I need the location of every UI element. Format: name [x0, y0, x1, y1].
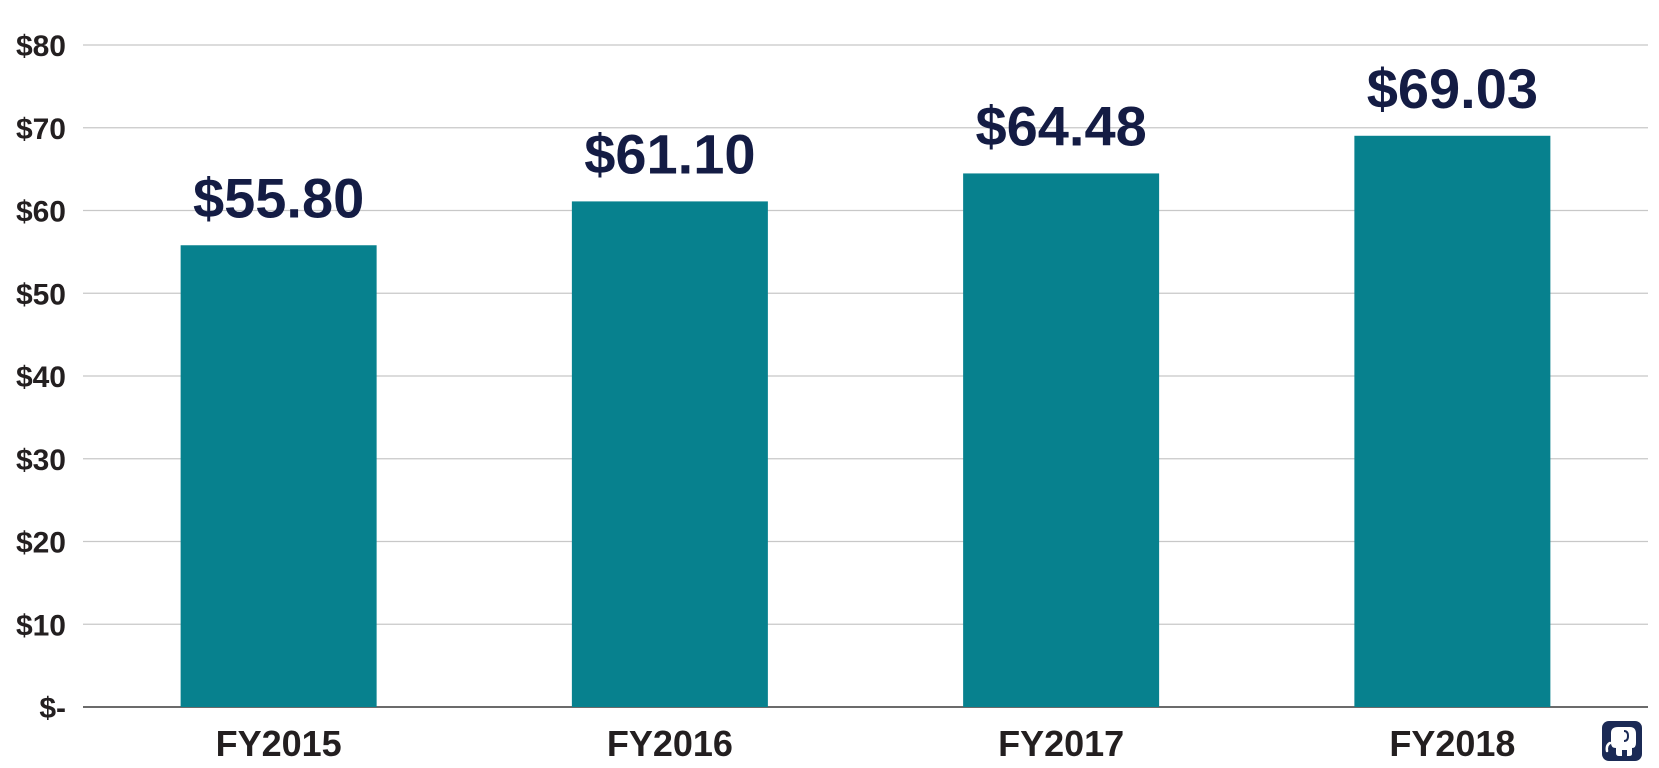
- y-tick-label: $80: [16, 30, 66, 63]
- data-label-FY2016: $61.10: [584, 122, 755, 185]
- labels-layer: $- $10 $20 $30 $40 $50 $60 $70 $80 $55.80 FY2015 $6…: [16, 30, 1538, 764]
- y-tick-label: $70: [16, 113, 66, 146]
- bar-FY2018: [1354, 135, 1551, 708]
- bars-layer: [180, 135, 1551, 708]
- elephant-logo-icon: [1602, 721, 1642, 761]
- y-tick-label: $10: [16, 609, 66, 642]
- x-tick-label-FY2016: FY2016: [607, 723, 733, 764]
- data-label-FY2015: $55.80: [193, 166, 364, 229]
- y-tick-label: $40: [16, 361, 66, 394]
- x-tick-label-FY2018: FY2018: [1389, 723, 1515, 764]
- y-tick-label: $50: [16, 278, 66, 311]
- y-tick-label: $30: [16, 444, 66, 477]
- bar-FY2016: [571, 201, 768, 707]
- y-tick-label: $60: [16, 196, 66, 229]
- data-label-FY2017: $64.48: [975, 94, 1146, 157]
- bar-FY2015: [180, 245, 377, 707]
- bar-FY2017: [963, 173, 1160, 708]
- y-tick-label: $20: [16, 527, 66, 560]
- x-tick-label-FY2015: FY2015: [216, 723, 342, 764]
- x-tick-label-FY2017: FY2017: [998, 723, 1124, 764]
- data-label-FY2018: $69.03: [1367, 57, 1538, 120]
- y-tick-label: $-: [39, 692, 66, 725]
